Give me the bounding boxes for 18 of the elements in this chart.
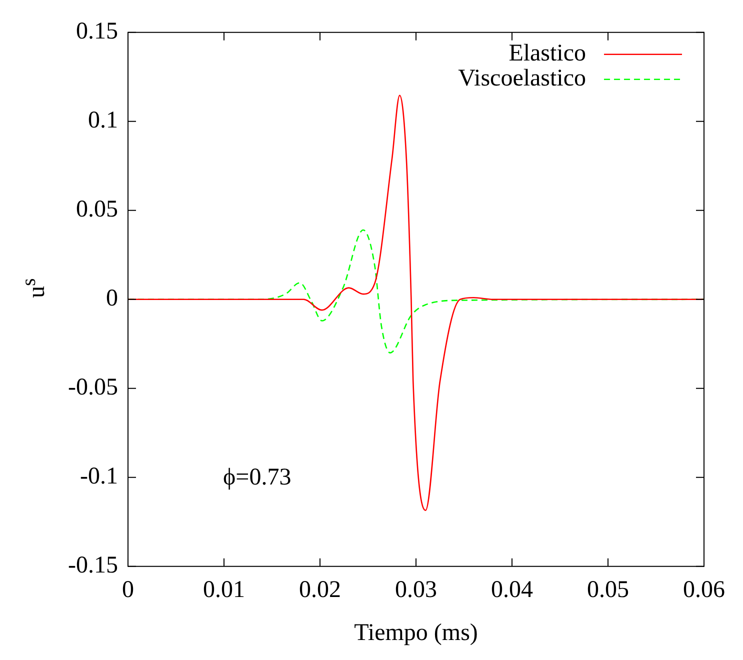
x-tick-label: 0.05 [587, 577, 629, 604]
legend-label: Viscoelastico [458, 66, 586, 92]
x-tick-label: 0.06 [683, 577, 725, 604]
y-tick-label: 0.1 [88, 108, 118, 134]
x-tick-label: 0.02 [298, 577, 341, 604]
x-tick-label: 0.01 [202, 577, 245, 604]
legend-label: Elastico [508, 40, 586, 67]
x-tick-label: 0.04 [490, 577, 533, 604]
x-axis-title: Tiempo (ms) [354, 620, 478, 646]
annotation: ϕ=0.73 [223, 464, 292, 491]
x-tick-label: 0 [122, 577, 134, 604]
y-tick-label: 0 [106, 286, 118, 312]
y-tick-label: -0.15 [68, 552, 118, 579]
y-tick-label: 0.15 [76, 18, 118, 45]
x-tick-label: 0.03 [394, 577, 437, 604]
y-tick-label: 0.05 [76, 196, 118, 223]
y-tick-label: -0.05 [68, 374, 118, 401]
y-tick-label: -0.1 [80, 464, 118, 490]
